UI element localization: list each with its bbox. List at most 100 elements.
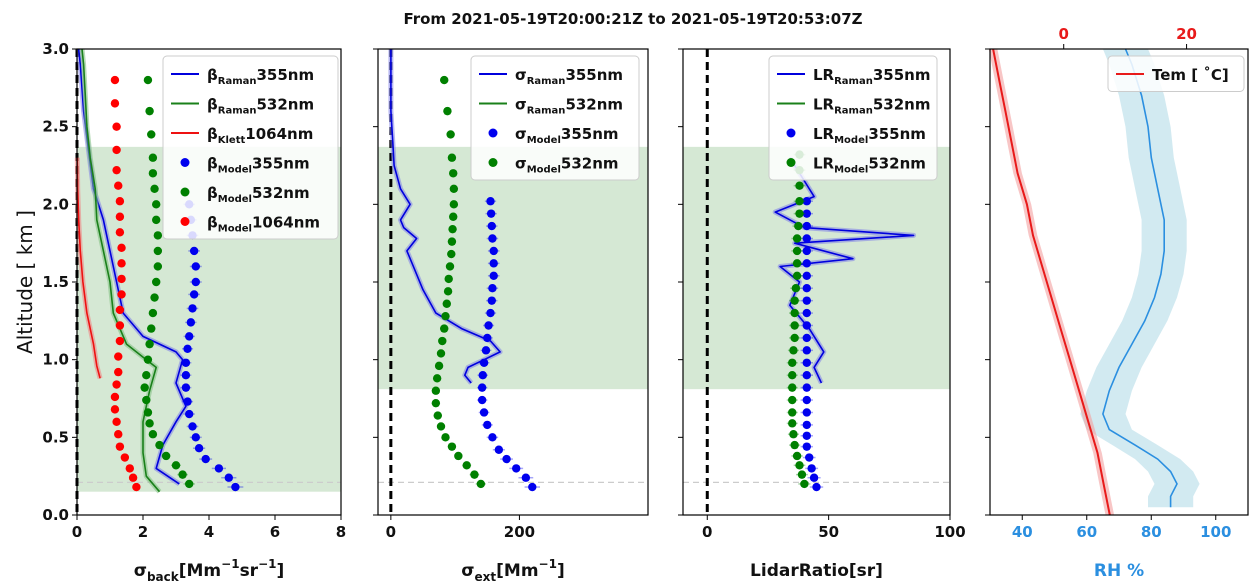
data-point [112, 417, 121, 426]
data-point [449, 212, 458, 221]
data-point [185, 409, 194, 419]
legend-label: σRaman355nm [515, 66, 623, 87]
data-point [462, 461, 471, 470]
data-point [487, 296, 496, 305]
data-point [449, 169, 458, 178]
data-point [790, 333, 799, 343]
data-point [115, 442, 125, 451]
data-point [790, 440, 799, 450]
legend-label: LRRaman532nm [813, 96, 930, 117]
data-point [488, 433, 497, 442]
legend-label-base: β [207, 184, 218, 202]
legend-marker [180, 217, 190, 226]
data-point [795, 197, 804, 206]
data-point [502, 454, 511, 464]
data-point [788, 395, 797, 405]
data-point [114, 352, 123, 361]
x-tick-label: 50 [818, 523, 839, 541]
series-line [390, 49, 501, 384]
y-tick-label: 2.5 [42, 118, 69, 136]
data-point [448, 224, 457, 234]
data-point [153, 262, 163, 271]
data-point [792, 246, 802, 256]
legend-label: LRRaman355nm [813, 66, 930, 87]
data-point [528, 482, 537, 492]
legend-marker [488, 128, 498, 138]
x-tick-label: 60 [1076, 523, 1097, 541]
legend-label: LRModel355nm [813, 125, 926, 146]
legend-label-base: Tem [ ˚C] [1152, 66, 1229, 84]
data-point [191, 262, 200, 271]
data-point [447, 237, 457, 246]
shaded-region [683, 146, 950, 390]
panel-backscatter: 0.00.51.01.52.02.53.00 2 4 6 8σback[Mm−1sr−1… [42, 40, 346, 584]
legend-label-sub: Model [834, 135, 868, 146]
x-axis-label-part: [Mm [496, 561, 538, 581]
data-point [434, 361, 444, 371]
data-point [802, 308, 811, 318]
data-point [145, 339, 154, 349]
data-point [789, 430, 798, 439]
data-point [183, 397, 192, 406]
data-point [447, 442, 457, 451]
data-point [479, 408, 489, 417]
data-point [791, 284, 801, 293]
data-point [443, 287, 453, 296]
x-axis-label-part: −1 [258, 557, 276, 571]
data-point [224, 473, 233, 482]
data-point [115, 212, 125, 221]
data-point [431, 398, 441, 408]
data-point [189, 246, 199, 256]
legend-label-tail: 355nm [565, 66, 623, 84]
data-point [802, 221, 811, 231]
legend-marker [786, 128, 796, 138]
data-point [115, 228, 125, 237]
data-point [489, 259, 498, 268]
x-tick-label: 100 [934, 523, 965, 541]
data-point [442, 299, 451, 308]
data-point [802, 358, 811, 367]
data-point [788, 408, 797, 417]
data-point [143, 408, 153, 417]
legend-label-base: LR [813, 96, 835, 114]
legend-box [470, 55, 640, 181]
data-point [802, 383, 811, 392]
data-point [802, 271, 811, 280]
data-point [114, 367, 123, 377]
legend-label-tail: 355nm [873, 66, 931, 84]
data-point [470, 470, 479, 479]
y-tick-label: 0.0 [42, 506, 69, 524]
data-point [805, 453, 814, 462]
data-point [155, 440, 164, 450]
data-point [802, 246, 811, 256]
x-axis-label-part: LidarRatio[sr] [750, 561, 883, 581]
data-point [181, 383, 191, 392]
legend-label: σRaman532nm [515, 96, 623, 117]
data-point [171, 461, 181, 470]
y-tick-label: 1.0 [42, 351, 69, 369]
top-x-tick-label: 0 [1058, 25, 1068, 43]
data-point [188, 304, 197, 313]
data-point [143, 355, 153, 364]
data-point [114, 430, 123, 439]
panel-lidar_ratio: 0 50 100LidarRatio[sr]LRRaman355nmLRRaman5… [678, 48, 966, 581]
data-point [214, 464, 224, 473]
data-point [802, 431, 811, 440]
data-point [809, 473, 819, 482]
legend-label: Tem [ ˚C] [1152, 66, 1229, 84]
data-point [140, 383, 149, 392]
legend-label-sub: Raman [218, 76, 257, 87]
legend-label-sub: Raman [834, 76, 873, 87]
x-axis-label-part: σ [461, 561, 474, 581]
data-point [441, 311, 450, 321]
data-point [117, 290, 126, 299]
temp-band [988, 49, 1115, 515]
data-point [789, 346, 798, 355]
data-point [476, 479, 486, 489]
legend-label-base: β [207, 214, 218, 232]
data-point [185, 479, 194, 489]
legend-label-tail: 532nm [873, 96, 931, 114]
data-point [115, 336, 125, 346]
data-point [152, 200, 161, 209]
